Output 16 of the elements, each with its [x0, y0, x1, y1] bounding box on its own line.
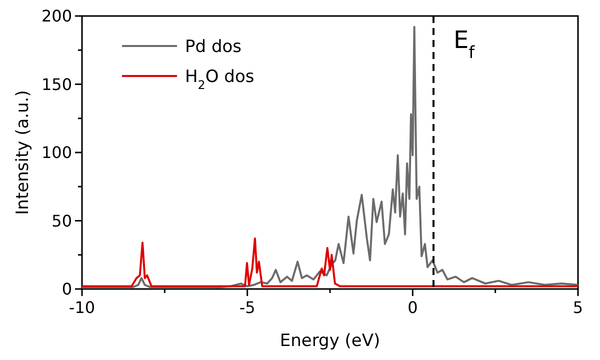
- y-tick-label: 50: [52, 211, 72, 230]
- y-tick-label: 200: [41, 6, 72, 26]
- x-tick-label: -10: [68, 298, 96, 317]
- legend-label: H$_{2}$O dos: [185, 66, 254, 92]
- y-axis-title: Intensity (a.u.): [13, 90, 33, 215]
- line-series: [81, 26, 579, 289]
- line-series: [81, 237, 579, 288]
- x-tick-label: 5: [572, 298, 584, 317]
- ref-line-label: E$_{f}$: [454, 26, 476, 62]
- y-tick-label: 150: [41, 74, 72, 94]
- x-tick-label: -5: [239, 298, 256, 317]
- y-tick-label: 100: [41, 143, 72, 162]
- y-tick-label: 0: [62, 280, 72, 299]
- x-tick-label: 0: [408, 298, 418, 317]
- legend-label: Pd dos: [185, 36, 242, 57]
- x-axis-title: Energy (eV): [280, 331, 380, 351]
